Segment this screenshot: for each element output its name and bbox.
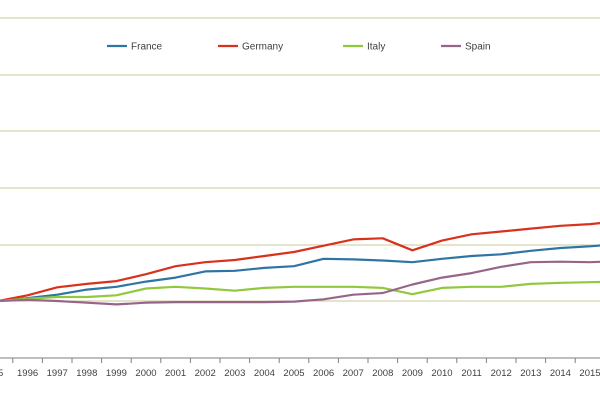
series-lines xyxy=(0,222,600,306)
x-tick-label: 1999 xyxy=(106,368,127,379)
x-tick-label: 2010 xyxy=(431,368,452,379)
x-tick-label: 2008 xyxy=(372,368,393,379)
legend-item-spain[interactable]: Spain xyxy=(441,42,491,53)
series-line-germany xyxy=(0,222,600,302)
x-tick-label: 2000 xyxy=(135,368,156,379)
x-tick-label: 2012 xyxy=(491,368,512,379)
x-tick-label: 2015 xyxy=(579,368,600,379)
legend[interactable]: France Germany Italy Spain xyxy=(107,42,491,53)
x-tick-label: 2011 xyxy=(461,368,481,379)
x-tick-label: 2007 xyxy=(343,368,364,379)
x-tick-label: 2014 xyxy=(550,368,571,379)
x-tick-label: 2013 xyxy=(520,368,541,379)
legend-item-italy[interactable]: Italy xyxy=(343,42,385,53)
legend-item-germany[interactable]: Germany xyxy=(218,42,283,53)
legend-item-france[interactable]: France xyxy=(107,42,163,53)
gridlines xyxy=(0,17,600,302)
x-tick-label: 1996 xyxy=(17,368,38,379)
legend-label: Italy xyxy=(367,42,385,53)
legend-label: France xyxy=(131,42,163,53)
series-line-france xyxy=(0,244,600,302)
x-axis: 95 1996 1997 1998 1999 2000 2001 2002 2003 2004 20… xyxy=(0,357,600,379)
legend-label: Spain xyxy=(465,42,491,53)
x-tick-label: 2005 xyxy=(283,368,304,379)
x-tick-label: 1997 xyxy=(47,368,68,379)
series-line-italy xyxy=(0,280,600,302)
series-line-spain xyxy=(0,260,600,306)
x-tick-label: 2009 xyxy=(402,368,423,379)
x-tick-label: 2006 xyxy=(313,368,334,379)
x-tick-label: 2003 xyxy=(224,368,245,379)
legend-label: Germany xyxy=(242,42,283,53)
x-tick-label: 1998 xyxy=(76,368,97,379)
x-tick-label: 2004 xyxy=(254,368,275,379)
x-tick-label: 95 xyxy=(0,368,3,379)
x-tick-label: 2002 xyxy=(195,368,216,379)
x-tick-label: 2001 xyxy=(165,368,186,379)
